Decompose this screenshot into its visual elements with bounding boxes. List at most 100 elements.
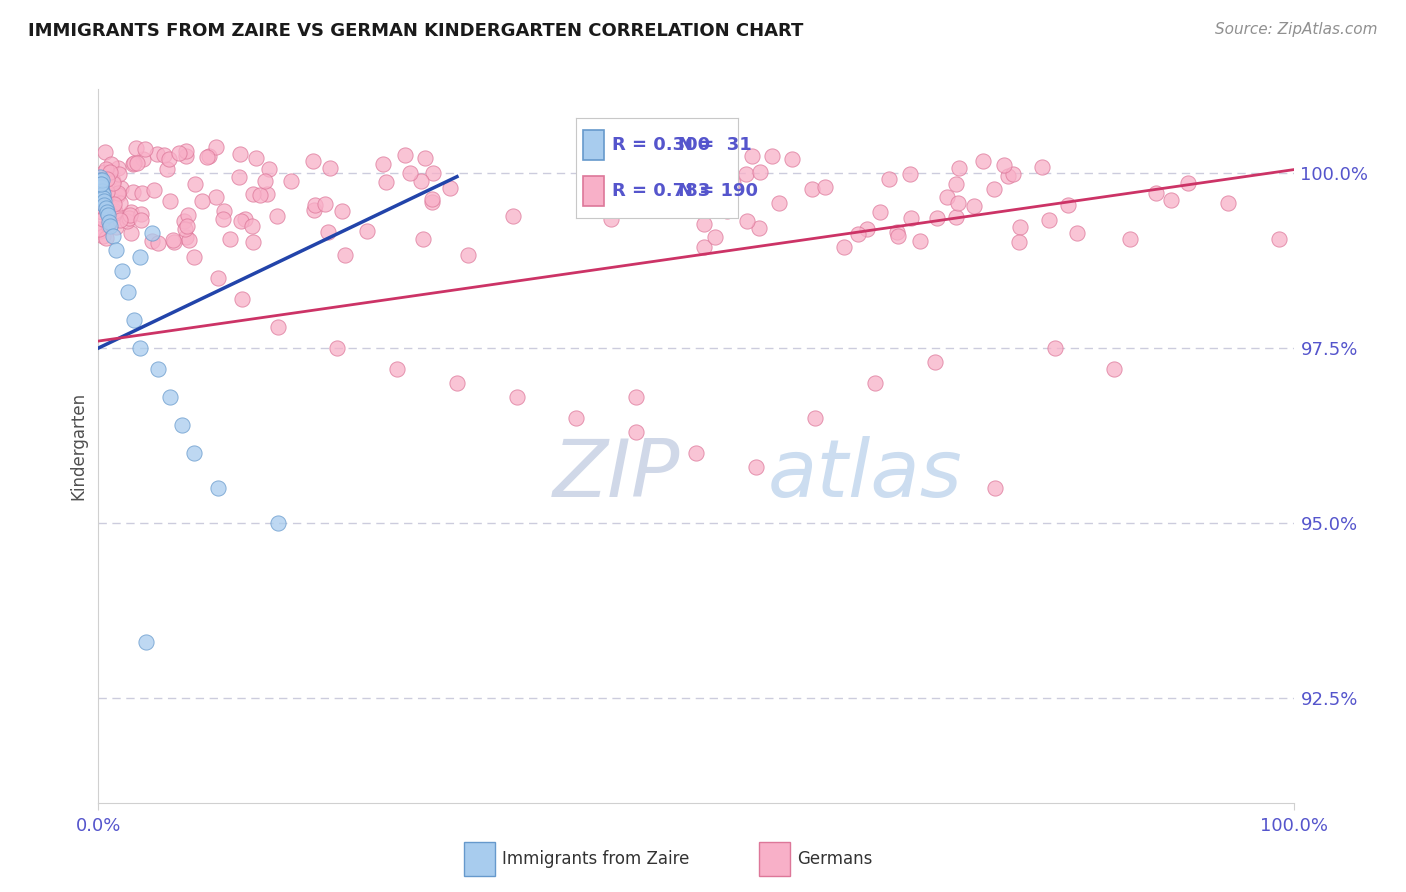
Text: N =  31: N = 31 [678, 136, 752, 153]
Point [761, 149, 783, 163]
Point [173, 222, 195, 236]
Point [735, 167, 758, 181]
Point [330, 204, 353, 219]
Point [707, 171, 730, 186]
Point [249, 188, 271, 202]
Point [118, 211, 141, 226]
Point [1119, 232, 1142, 246]
Point [356, 224, 378, 238]
Point [228, 170, 250, 185]
Point [204, 139, 226, 153]
Point [1144, 186, 1167, 200]
Point [846, 227, 869, 242]
Point [108, 212, 131, 227]
Text: ZIP: ZIP [553, 435, 681, 514]
Point [1010, 220, 1032, 235]
Point [652, 184, 675, 198]
Point [422, 195, 444, 210]
Point [856, 222, 879, 236]
Point [1216, 196, 1239, 211]
Point [104, 205, 127, 219]
Point [782, 152, 804, 166]
Point [1043, 341, 1066, 355]
Point [963, 199, 986, 213]
Point [385, 362, 409, 376]
Point [1160, 193, 1182, 207]
Point [93, 197, 115, 211]
Point [1066, 226, 1088, 240]
Point [94, 145, 117, 159]
FancyBboxPatch shape [583, 176, 605, 206]
Point [946, 195, 969, 210]
Point [900, 211, 922, 225]
Point [814, 180, 837, 194]
Point [1102, 362, 1125, 376]
Point [91, 173, 114, 187]
Point [948, 161, 970, 175]
Point [1002, 167, 1025, 181]
Text: Germans: Germans [797, 850, 873, 868]
Point [93, 194, 115, 208]
Point [94, 161, 117, 176]
Point [1038, 213, 1060, 227]
Point [122, 157, 145, 171]
Point [174, 144, 197, 158]
Point [231, 292, 253, 306]
Point [446, 376, 468, 390]
Point [219, 231, 242, 245]
Point [945, 177, 967, 191]
Point [156, 162, 179, 177]
Point [693, 240, 716, 254]
Point [96, 204, 118, 219]
Point [105, 220, 128, 235]
Point [135, 635, 157, 649]
Point [105, 243, 128, 257]
Text: Source: ZipAtlas.com: Source: ZipAtlas.com [1215, 22, 1378, 37]
Point [945, 210, 967, 224]
Text: R = 0.783: R = 0.783 [612, 182, 710, 200]
Point [142, 183, 165, 197]
Point [122, 185, 145, 199]
Point [205, 190, 228, 204]
Point [326, 341, 349, 355]
Y-axis label: Kindergarten: Kindergarten [69, 392, 87, 500]
Point [176, 219, 198, 234]
Point [117, 285, 139, 299]
Point [314, 197, 336, 211]
Point [98, 215, 121, 229]
Point [924, 355, 946, 369]
Text: atlas: atlas [768, 435, 963, 514]
Point [207, 271, 229, 285]
Point [619, 149, 641, 163]
Point [174, 149, 197, 163]
Point [197, 149, 219, 163]
Point [129, 207, 152, 221]
Point [565, 411, 588, 425]
Point [624, 425, 647, 439]
Point [886, 225, 908, 239]
Point [108, 195, 131, 210]
Point [804, 411, 827, 425]
Point [375, 175, 398, 189]
Point [240, 219, 263, 234]
Point [97, 208, 120, 222]
Point [266, 209, 288, 223]
Point [280, 174, 302, 188]
Point [152, 148, 174, 162]
Point [612, 165, 634, 179]
Point [832, 240, 855, 254]
Point [709, 177, 731, 191]
Point [148, 362, 170, 376]
Point [748, 220, 770, 235]
Point [91, 212, 114, 227]
Point [935, 190, 957, 204]
Point [229, 147, 252, 161]
Point [177, 208, 200, 222]
Point [420, 192, 443, 206]
Point [257, 161, 280, 176]
Point [145, 147, 167, 161]
Point [748, 165, 770, 179]
Point [91, 187, 114, 202]
Point [983, 481, 1005, 495]
Point [183, 250, 205, 264]
